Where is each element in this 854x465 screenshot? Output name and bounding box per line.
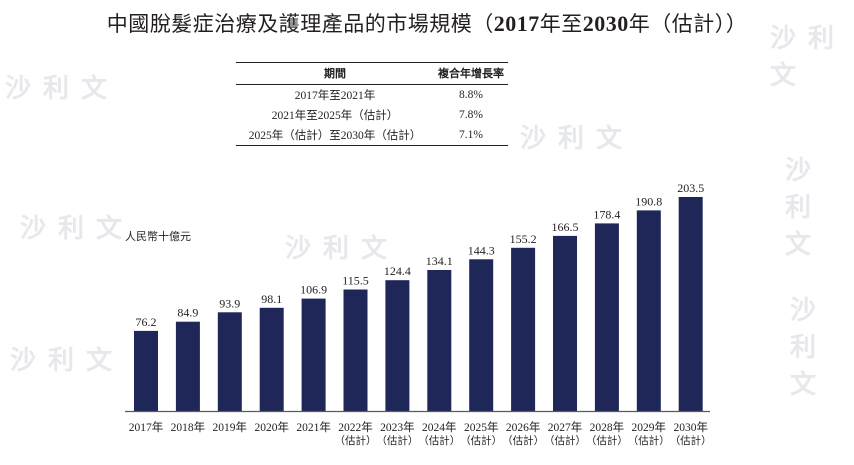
bar-2030年 [678, 197, 703, 411]
data-label: 203.5 [677, 181, 704, 195]
data-label: 76.2 [136, 315, 157, 329]
cagr-cell: 8.8% [459, 89, 483, 101]
period-cell: 2017年至2021年 [294, 90, 376, 102]
x-tick-sublabel: （估計） [460, 434, 502, 447]
data-label: 98.1 [261, 292, 282, 306]
x-tick-label: 2023年 [380, 420, 415, 434]
data-label: 190.8 [635, 194, 662, 208]
x-tick-label: 2029年 [632, 420, 667, 434]
bar-2020年 [259, 307, 284, 411]
x-tick-label: 2028年 [590, 420, 625, 434]
cagr-cell: 7.1% [434, 125, 508, 146]
x-tick-sublabel: （估計） [502, 434, 544, 447]
x-tick-label: 2018年 [171, 420, 206, 434]
x-tick-label: 2019年 [213, 420, 248, 434]
header-period: 期間 [236, 62, 434, 85]
bar-2021年 [301, 298, 326, 411]
title-year-word: 年至 [539, 12, 583, 36]
x-tick-label: 2027年 [548, 420, 583, 434]
data-label: 124.4 [384, 264, 411, 278]
bar-2023年 [385, 280, 410, 411]
x-tick-label: 2025年 [464, 420, 499, 434]
title-prefix: 中國脫髮症治療及護理產品的市場規模 [106, 12, 473, 36]
x-tick-label: 2022年 [338, 420, 373, 434]
x-tick-sublabel: （估計） [628, 434, 670, 447]
period-cell: 2025年（估計）至2030年（估計） [236, 125, 434, 146]
data-label: 84.9 [177, 306, 198, 320]
bar-2017年 [134, 330, 158, 411]
data-label: 134.1 [426, 254, 453, 268]
table-row: 2017年至2021年 8.8% [236, 85, 508, 106]
title-suffix: 年（估計）） [628, 12, 748, 36]
bar-2019年 [217, 312, 242, 411]
x-tick-label: 2020年 [254, 420, 289, 434]
title-paren: （ [472, 12, 494, 36]
x-tick-sublabel: （估計） [670, 434, 712, 447]
cagr-cell: 7.8% [459, 109, 483, 121]
cagr-table: 期間 複合年增長率 2017年至2021年 8.8% 2021年至2025年（估… [236, 62, 508, 146]
data-label: 106.9 [300, 283, 327, 297]
data-label: 178.4 [593, 207, 620, 221]
bar-2028年 [594, 223, 619, 411]
bar-2027年 [553, 235, 577, 411]
bar-2024年 [427, 270, 452, 411]
title-year-end: 2030 [582, 11, 629, 36]
x-tick-sublabel: （估計） [586, 434, 628, 447]
title-year-start: 2017 [493, 11, 540, 36]
bar-2018年 [175, 321, 200, 411]
cagr-table-header: 期間 複合年增長率 [236, 62, 508, 85]
x-tick-sublabel: （估計） [418, 434, 460, 447]
bar-2025年 [469, 259, 494, 411]
table-row: 2021年至2025年（估計） 7.8% [236, 105, 508, 125]
header-cagr: 複合年增長率 [434, 62, 508, 85]
period-cell: 2021年至2025年（估計） [271, 110, 399, 122]
data-label: 144.3 [468, 243, 495, 257]
x-tick-label: 2017年 [129, 420, 164, 434]
bar-2029年 [636, 210, 661, 411]
chart-title: 中國脫髮症治療及護理產品的市場規模（2017年至2030年（估計）） [0, 8, 854, 38]
x-tick-label: 2021年 [296, 420, 331, 434]
table-row: 2025年（估計）至2030年（估計） 7.1% [236, 125, 508, 146]
data-label: 155.2 [510, 232, 537, 246]
x-tick-label: 2024年 [422, 420, 457, 434]
x-tick-sublabel: （估計） [544, 434, 586, 447]
bar-2022年 [343, 289, 368, 411]
data-label: 93.9 [219, 296, 240, 310]
data-label: 166.5 [552, 220, 579, 234]
x-tick-sublabel: （估計） [335, 434, 377, 447]
x-tick-sublabel: （估計） [376, 434, 418, 447]
data-label: 115.5 [342, 274, 369, 288]
bar-2026年 [511, 247, 536, 411]
y-axis-unit-label: 人民幣十億元 [125, 230, 191, 243]
x-tick-label: 2026年 [506, 420, 541, 434]
x-tick-label: 2030年 [673, 420, 708, 434]
